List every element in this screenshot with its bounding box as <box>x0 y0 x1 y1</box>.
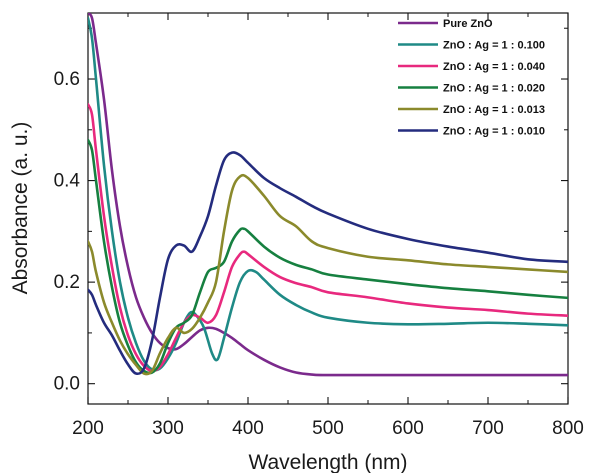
series-lines <box>88 13 568 377</box>
axis-ticks <box>87 13 569 404</box>
x-tick-label: 400 <box>232 418 264 439</box>
x-axis-title: Wavelength (nm) <box>248 451 407 473</box>
series-line-2 <box>88 103 568 373</box>
x-tick-label: 800 <box>552 418 584 439</box>
legend-label-2: ZnO : Ag = 1 : 0.040 <box>443 61 545 73</box>
legend-label-0: Pure ZnO <box>443 18 493 30</box>
tick-labels: 200 300 400 500 600 700 800 0.0 0.2 0.4 0.6 <box>54 69 584 439</box>
x-tick-label: 300 <box>152 418 184 439</box>
y-tick-label: 0.4 <box>54 171 81 192</box>
legend-label-4: ZnO : Ag = 1 : 0.013 <box>443 104 545 116</box>
legend: Pure ZnO ZnO : Ag = 1 : 0.100 ZnO : Ag = 1… <box>398 18 545 138</box>
x-tick-label: 600 <box>392 418 424 439</box>
legend-label-5: ZnO : Ag = 1 : 0.010 <box>443 126 545 138</box>
series-line-0 <box>88 13 568 377</box>
x-tick-label: 200 <box>72 418 104 439</box>
y-axis-title: Absorbance (a. u.) <box>9 122 32 295</box>
x-tick-label: 500 <box>312 418 344 439</box>
y-tick-label: 0.2 <box>54 272 80 293</box>
series-line-4 <box>88 173 568 376</box>
series-line-1 <box>88 16 568 372</box>
series-line-5 <box>88 151 568 376</box>
y-tick-label: 0.6 <box>54 69 80 90</box>
series-line-3 <box>88 138 568 375</box>
legend-label-1: ZnO : Ag = 1 : 0.100 <box>443 40 545 52</box>
legend-label-3: ZnO : Ag = 1 : 0.020 <box>443 83 545 95</box>
x-tick-label: 700 <box>472 418 504 439</box>
y-tick-label: 0.0 <box>54 374 80 395</box>
